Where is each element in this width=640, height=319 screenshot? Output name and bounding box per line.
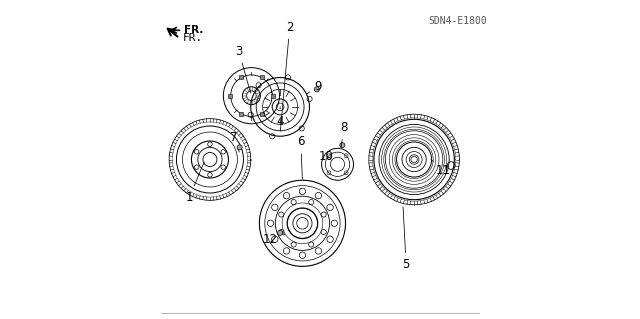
Text: 8: 8 [340,121,348,147]
Circle shape [278,230,283,235]
Text: 2: 2 [280,21,294,131]
Bar [271,94,275,98]
Text: FR.: FR. [184,25,204,35]
Circle shape [237,145,242,150]
Text: 12: 12 [263,233,285,246]
Text: 1: 1 [186,162,204,204]
Text: FR.: FR. [183,33,203,43]
Circle shape [314,87,319,92]
Text: 3: 3 [235,45,251,93]
Bar [239,75,243,79]
Text: 6: 6 [297,136,305,179]
Bar [260,112,264,116]
Bar [239,112,243,116]
Text: 7: 7 [230,131,239,152]
Circle shape [340,143,345,148]
Text: 9: 9 [307,80,322,94]
Bar [228,94,232,98]
Text: 10: 10 [319,150,334,163]
Bar [260,75,264,79]
Text: 4: 4 [276,107,284,128]
Text: 11: 11 [431,160,451,177]
Text: SDN4-E1800: SDN4-E1800 [428,16,487,26]
Text: 5: 5 [403,207,410,271]
